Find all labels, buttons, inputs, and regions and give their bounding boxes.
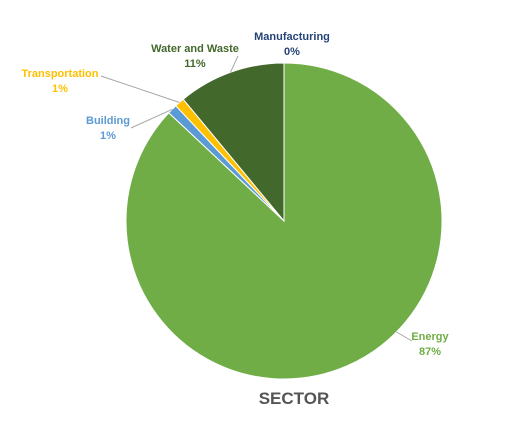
- leader-lines: [100, 55, 413, 342]
- chart-title: SECTOR: [259, 389, 330, 408]
- pie-slices: [125, 62, 443, 380]
- label-water-and-waste-name: Water and Waste: [151, 43, 239, 55]
- leader-line-building: [130, 108, 173, 129]
- label-transportation-name: Transportation: [21, 68, 98, 80]
- leader-line-energy: [396, 331, 413, 342]
- label-manufacturing-name: Manufacturing: [254, 31, 330, 43]
- label-energy-name: Energy: [411, 331, 449, 343]
- label-water-and-waste-value: 11%: [184, 58, 206, 70]
- label-building-value: 1%: [100, 130, 116, 142]
- pie-slice-water-and-waste: [182, 62, 285, 223]
- leader-line-transportation: [100, 75, 180, 103]
- label-building-name: Building: [86, 115, 130, 127]
- label-manufacturing-value: 0%: [284, 46, 300, 58]
- label-transportation-value: 1%: [52, 83, 68, 95]
- label-energy-value: 87%: [419, 346, 441, 358]
- leader-line-water-and-waste: [230, 55, 239, 73]
